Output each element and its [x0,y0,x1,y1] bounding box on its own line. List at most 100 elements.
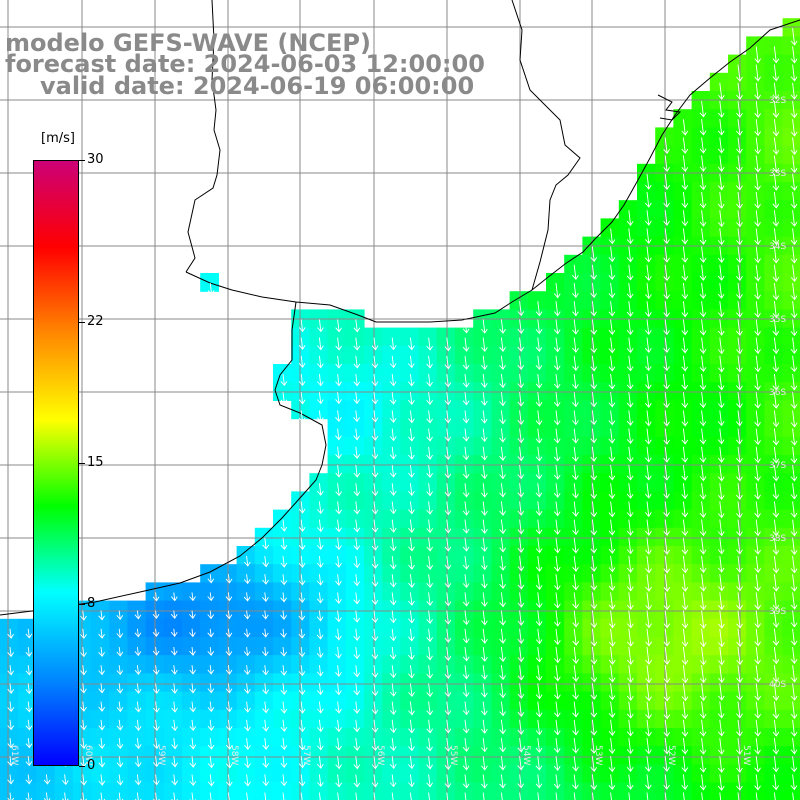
wind-arrow [353,373,361,387]
field-cell [309,600,329,620]
wind-arrow [790,646,798,664]
field-cell [382,546,401,565]
wind-arrow [389,774,397,788]
wind-arrow [681,483,689,500]
wind-arrow [553,774,561,789]
wind-arrow [645,683,652,702]
field-cell [509,491,529,511]
field-cell [254,564,274,583]
field-cell [273,546,292,565]
field-cell [436,618,456,638]
wind-arrow [572,701,579,718]
field-cell [746,109,765,128]
wind-arrow [499,756,506,771]
field-cell [546,455,565,474]
field-cell [327,618,347,638]
colorbar-tick [79,604,85,606]
field-cell [18,673,37,693]
field-cell [491,509,511,529]
wind-arrow [353,464,361,478]
wind-arrow [754,119,762,137]
field-cell [345,400,365,420]
longitude-label: 61W [9,745,19,765]
field-cell [691,600,711,620]
wind-arrow [408,574,415,588]
field-cell [527,527,547,547]
wind-arrow [772,191,780,209]
wind-arrow [389,373,397,387]
wind-arrow [717,155,725,172]
wind-arrow [790,555,798,574]
wind-arrow [262,665,269,676]
wind-arrow [353,737,361,751]
wind-arrow [517,537,525,553]
longitude-label: 54W [521,745,531,765]
field-cell [691,473,711,492]
wind-arrow [444,592,452,607]
wind-arrow [553,501,561,517]
field-cell [600,582,620,602]
wind-arrow [553,373,561,389]
field-cell [436,728,456,747]
wind-arrow [681,246,689,263]
wind-arrow [517,319,525,334]
field-cell [309,509,329,529]
field-cell [182,728,201,747]
wind-arrow [189,701,197,713]
field-cell [473,728,492,747]
field-cell [400,364,420,383]
wind-arrow [517,683,525,699]
field-cell [418,564,438,583]
wind-arrow [699,446,707,463]
field-cell [673,218,693,238]
field-cell [546,491,565,511]
field-cell [546,637,565,656]
wind-arrow [772,483,780,500]
wind-arrow [681,392,689,409]
field-cell [473,455,492,474]
colorbar-tick-label: 30 [87,152,104,167]
wind-arrow [717,319,725,336]
field-cell [673,254,693,274]
wind-arrow [699,537,707,555]
field-cell [527,764,547,784]
wind-arrow [736,592,743,610]
wind-arrow [481,756,488,771]
wind-arrow [717,119,725,136]
wind-arrow [772,46,780,64]
field-cell [455,746,474,765]
wind-arrow [719,792,722,800]
wind-arrow [389,519,397,533]
field-cell [327,327,347,347]
field-cell [673,200,693,219]
wind-arrow [644,483,652,499]
field-cell [291,400,310,420]
field-cell [728,491,747,511]
field-cell [509,418,529,438]
wind-arrow [736,355,743,373]
field-cell [764,364,784,383]
wind-arrow [335,719,342,733]
field-cell [709,655,729,674]
wind-arrow [663,282,670,300]
field-cell [345,364,365,383]
latitude-label: 39S [769,607,786,617]
field-cell [254,527,274,547]
field-cell [527,400,547,420]
wind-arrow [280,574,288,586]
wind-arrow [499,355,506,371]
field-cell [746,473,765,492]
field-cell [637,455,656,474]
wind-arrow [207,737,215,750]
field-cell [764,327,784,347]
field-cell [400,327,420,347]
wind-arrow [517,446,525,462]
wind-arrow [426,683,434,698]
field-cell [18,691,37,711]
wind-arrow [590,683,598,700]
wind-arrow [226,792,233,800]
wind-arrow [499,555,506,571]
field-cell [618,509,638,529]
field-cell [400,728,420,747]
